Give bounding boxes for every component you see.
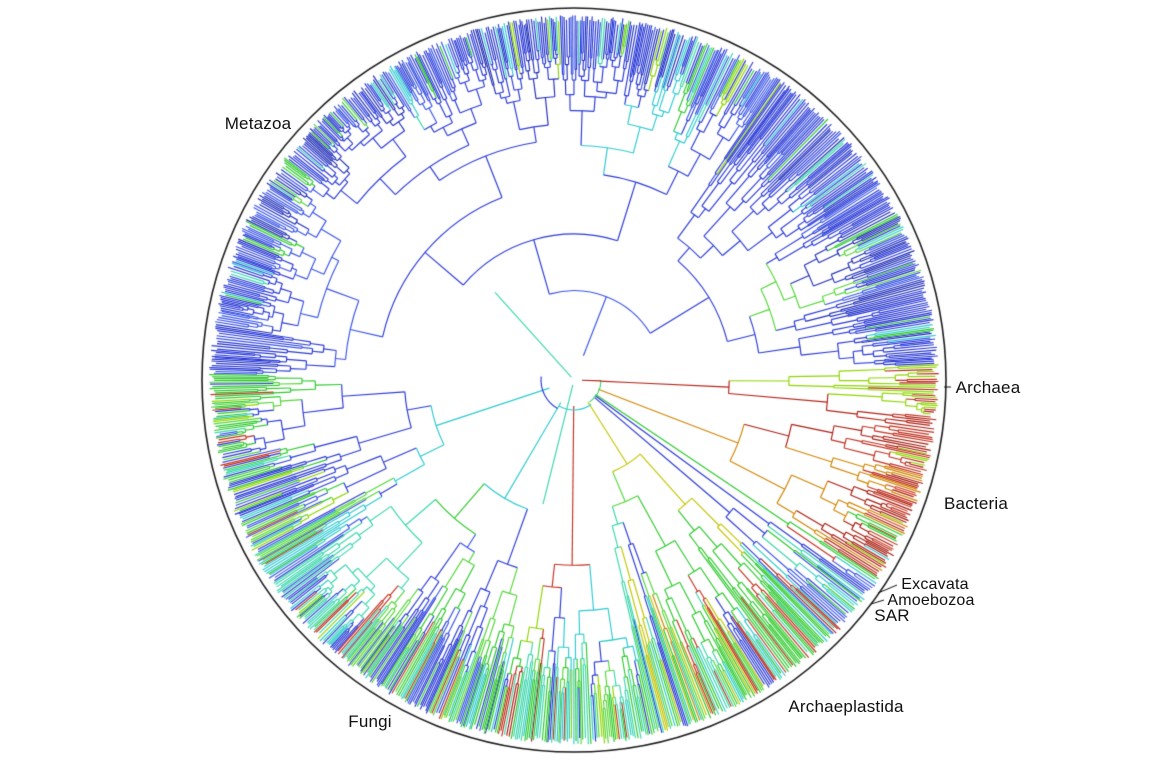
clade-label-amoebozoa: Amoebozoa [887, 592, 975, 609]
clade-label-excavata: Excavata [901, 576, 969, 593]
clade-label-archaea: Archaea [955, 378, 1021, 397]
clade-label-sar: SAR [874, 606, 910, 625]
clade-label-archaeplastida: Archaeplastida [788, 697, 904, 716]
clade-label-metazoa: Metazoa [224, 114, 292, 133]
clade-label-fungi: Fungi [348, 712, 392, 731]
clade-label-bacteria: Bacteria [944, 494, 1008, 513]
